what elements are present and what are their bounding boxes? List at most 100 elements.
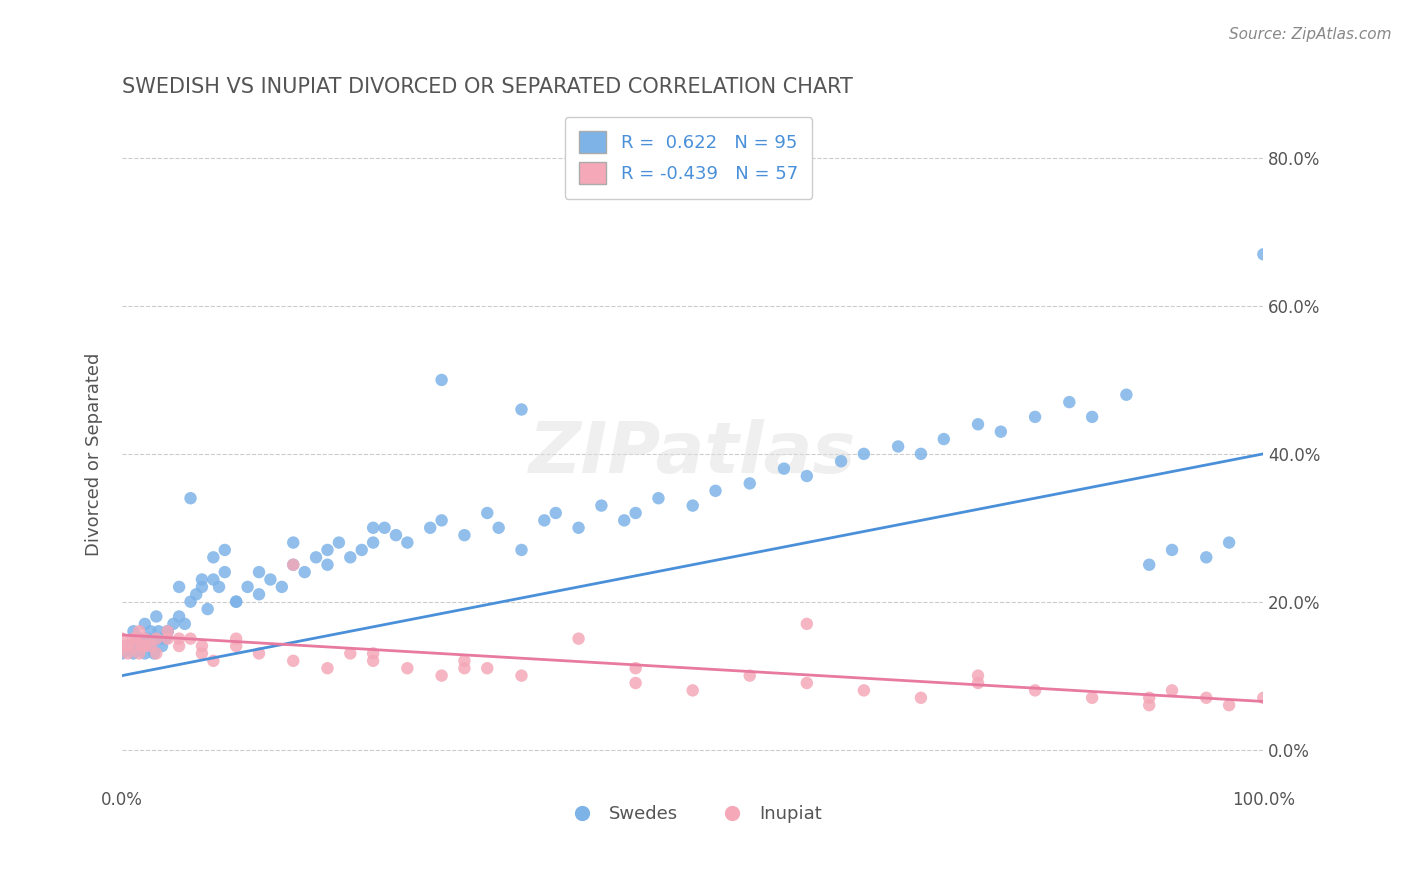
Point xyxy=(270,580,292,594)
Point xyxy=(259,573,281,587)
Point xyxy=(283,558,305,572)
Point xyxy=(225,639,247,653)
Point xyxy=(136,632,159,646)
Point xyxy=(887,440,910,454)
Point xyxy=(225,595,247,609)
Text: Source: ZipAtlas.com: Source: ZipAtlas.com xyxy=(1229,27,1392,42)
Point xyxy=(624,506,647,520)
Point xyxy=(134,639,156,653)
Point xyxy=(477,506,499,520)
Point xyxy=(150,639,173,653)
Point xyxy=(910,447,932,461)
Point xyxy=(339,647,361,661)
Point xyxy=(316,558,339,572)
Point xyxy=(148,624,170,639)
Point xyxy=(247,565,270,579)
Point xyxy=(567,521,589,535)
Point xyxy=(544,506,567,520)
Point xyxy=(374,521,396,535)
Point xyxy=(305,550,328,565)
Point xyxy=(1081,690,1104,705)
Point xyxy=(361,654,384,668)
Point xyxy=(247,587,270,601)
Text: ZIPatlas: ZIPatlas xyxy=(529,419,856,488)
Point xyxy=(180,632,202,646)
Point xyxy=(167,580,190,594)
Point xyxy=(191,639,214,653)
Point xyxy=(396,535,419,549)
Point xyxy=(796,616,818,631)
Point xyxy=(1137,690,1160,705)
Point xyxy=(156,624,179,639)
Point xyxy=(967,417,990,432)
Point xyxy=(1137,698,1160,713)
Point xyxy=(773,461,796,475)
Point xyxy=(567,632,589,646)
Point xyxy=(167,609,190,624)
Point xyxy=(173,616,195,631)
Point xyxy=(122,632,145,646)
Point xyxy=(139,624,162,639)
Point xyxy=(430,373,453,387)
Point xyxy=(125,639,148,653)
Point xyxy=(208,580,231,594)
Point xyxy=(145,632,167,646)
Point xyxy=(283,654,305,668)
Point xyxy=(283,535,305,549)
Point xyxy=(361,535,384,549)
Point xyxy=(1161,683,1184,698)
Point xyxy=(145,647,167,661)
Point xyxy=(131,639,153,653)
Point xyxy=(453,661,475,675)
Point xyxy=(128,624,150,639)
Point xyxy=(191,580,214,594)
Point xyxy=(990,425,1012,439)
Point xyxy=(1081,409,1104,424)
Point xyxy=(167,639,190,653)
Point xyxy=(214,543,236,558)
Point xyxy=(488,521,510,535)
Point xyxy=(682,683,704,698)
Point xyxy=(1195,690,1218,705)
Point xyxy=(316,543,339,558)
Point xyxy=(796,676,818,690)
Point xyxy=(225,632,247,646)
Point xyxy=(1059,395,1081,409)
Point xyxy=(738,668,761,682)
Point xyxy=(128,632,150,646)
Point xyxy=(145,609,167,624)
Point xyxy=(647,491,669,506)
Point xyxy=(1161,543,1184,558)
Point xyxy=(852,683,875,698)
Point xyxy=(162,616,184,631)
Point xyxy=(350,543,373,558)
Point xyxy=(117,647,139,661)
Point xyxy=(682,499,704,513)
Point xyxy=(117,639,139,653)
Point xyxy=(197,602,219,616)
Point xyxy=(1115,388,1137,402)
Point xyxy=(180,595,202,609)
Point xyxy=(283,558,305,572)
Point xyxy=(111,639,134,653)
Point xyxy=(1253,247,1275,261)
Point xyxy=(131,639,153,653)
Point xyxy=(145,632,167,646)
Point xyxy=(236,580,259,594)
Point xyxy=(167,632,190,646)
Y-axis label: Divorced or Separated: Divorced or Separated xyxy=(86,352,103,556)
Point xyxy=(624,676,647,690)
Point xyxy=(134,647,156,661)
Point xyxy=(214,565,236,579)
Point xyxy=(150,632,173,646)
Point xyxy=(125,632,148,646)
Point xyxy=(852,447,875,461)
Point xyxy=(910,690,932,705)
Point xyxy=(316,661,339,675)
Point xyxy=(117,639,139,653)
Point xyxy=(111,647,134,661)
Point xyxy=(191,573,214,587)
Point xyxy=(1218,698,1240,713)
Point xyxy=(186,587,208,601)
Point xyxy=(477,661,499,675)
